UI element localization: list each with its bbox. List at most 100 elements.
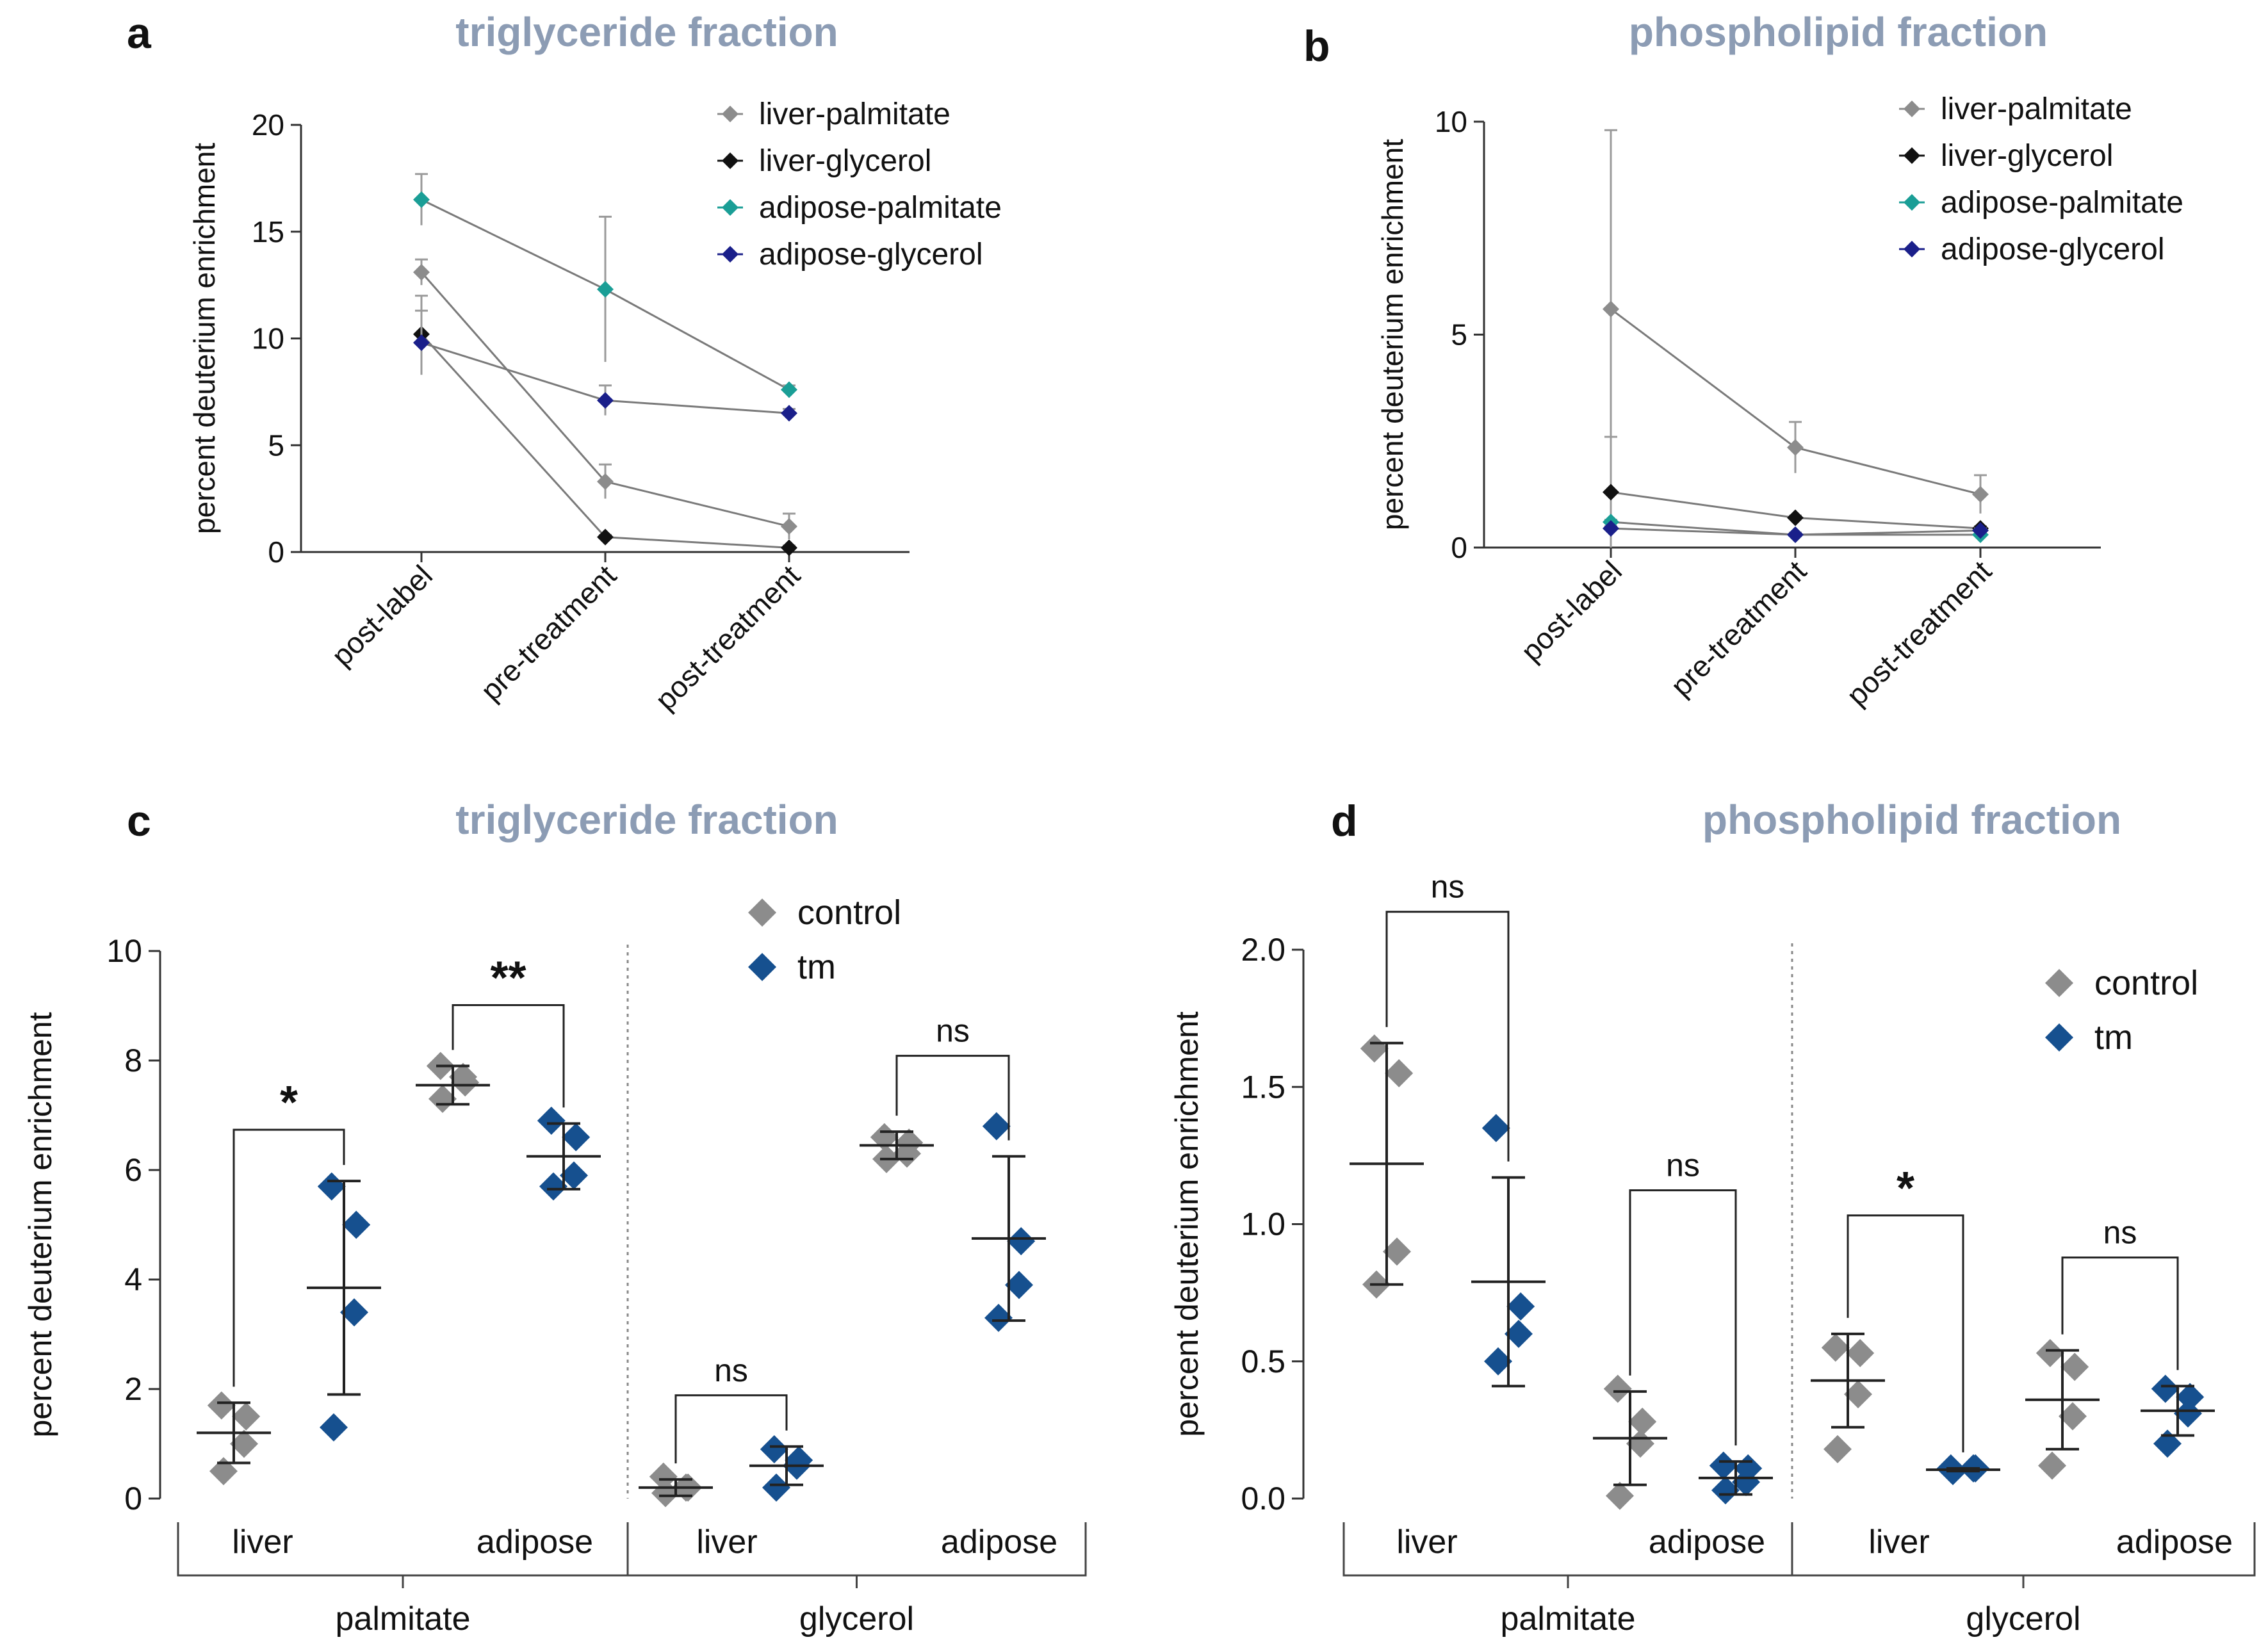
chart-title: phospholipid fraction: [1629, 9, 2048, 55]
y-axis-label: percent deuterium enrichment: [1169, 1011, 1205, 1436]
series-line-liver-glycerol: [420, 333, 790, 549]
tm-point: [984, 1303, 1013, 1332]
tm-point: [1007, 1227, 1036, 1256]
data-point-adipose-glycerol: [781, 405, 797, 422]
tm-point: [560, 1161, 588, 1190]
tm-point: [1484, 1347, 1512, 1376]
control-point: [1844, 1380, 1872, 1409]
panel-letter-b: b: [1303, 22, 1330, 70]
control-point: [2059, 1402, 2087, 1431]
legend-marker: [2045, 969, 2073, 997]
data-point-liver-palmitate: [1603, 300, 1619, 318]
y-axis-label: percent deuterium enrichment: [188, 143, 221, 534]
control-point: [2038, 1451, 2066, 1480]
significance-label: ns: [936, 1013, 970, 1049]
legend-marker: [748, 953, 776, 981]
legend-marker: [722, 106, 738, 122]
chart-title: phospholipid fraction: [1702, 797, 2121, 843]
control-point: [232, 1402, 261, 1431]
control-point: [428, 1084, 457, 1113]
control-point: [1603, 1374, 1632, 1403]
control-point: [1385, 1059, 1414, 1087]
group-palmitate-adipose: ** adipose: [416, 953, 601, 1561]
data-point-liver-palmitate: [1972, 485, 1989, 503]
control-point: [1823, 1435, 1852, 1463]
group-glycerol-adipose: ns adipose: [860, 1013, 1057, 1561]
y-tick-label: 15: [252, 215, 284, 248]
panel-letter-c: c: [127, 797, 151, 845]
tm-point: [1711, 1476, 1740, 1505]
data-point-liver-glycerol: [597, 528, 614, 546]
substrate-label: palmitate: [1501, 1600, 1636, 1638]
tm-point: [982, 1112, 1011, 1141]
tm-point: [1481, 1114, 1510, 1142]
tm-point: [562, 1123, 591, 1151]
significance-label: **: [490, 953, 526, 1004]
data-point-adipose-glycerol: [597, 392, 614, 409]
panel-letter-d: d: [1331, 797, 1358, 845]
significance-label: ns: [2103, 1215, 2137, 1251]
x-tick-label: post-treatment: [649, 558, 807, 717]
y-tick-label: 0: [1451, 531, 1467, 564]
tm-point: [320, 1413, 348, 1442]
x-tick-label: pre-treatment: [1664, 554, 1813, 703]
legend-label: adipose-glycerol: [759, 238, 983, 272]
legend-marker: [722, 246, 738, 263]
y-tick-label: 5: [268, 428, 284, 462]
legend-label: adipose-glycerol: [1941, 232, 2165, 266]
tm-point: [340, 1298, 368, 1327]
data-point-adipose-glycerol: [1603, 520, 1619, 537]
legend-label: control: [2094, 964, 2198, 1002]
tissue-label: adipose: [2116, 1524, 2233, 1561]
significance-label: ns: [1431, 869, 1465, 905]
substrate-label: glycerol: [1966, 1600, 2080, 1638]
tm-point: [762, 1473, 790, 1502]
y-tick-label: 6: [124, 1152, 142, 1188]
group-palmitate-liver: * liver: [197, 1077, 381, 1561]
y-tick-label: 2.0: [1241, 932, 1285, 968]
y-tick-label: 4: [124, 1262, 142, 1297]
legend-marker: [1904, 194, 1920, 211]
tm-point: [760, 1435, 788, 1464]
y-tick-label: 20: [252, 108, 284, 142]
y-tick-label: 10: [1435, 105, 1467, 138]
y-tick-label: 10: [252, 322, 284, 355]
tissue-label: liver: [1868, 1524, 1929, 1561]
data-point-adipose-palmitate: [781, 381, 797, 398]
data-point-liver-glycerol: [1603, 484, 1619, 501]
legend-marker: [722, 152, 738, 169]
data-point-liver-palmitate: [781, 517, 797, 535]
tm-point: [1005, 1271, 1033, 1299]
control-point: [2060, 1353, 2089, 1381]
data-point-liver-palmitate: [1787, 439, 1804, 456]
legend-label: liver-palmitate: [759, 97, 950, 131]
data-point-liver-glycerol: [781, 539, 797, 557]
control-point: [207, 1391, 236, 1420]
panel-letter-a: a: [127, 9, 152, 58]
y-tick-label: 0: [124, 1481, 142, 1516]
legend-label: tm: [797, 948, 836, 986]
legend-marker: [748, 898, 776, 927]
legend-marker: [1904, 241, 1920, 257]
y-axis-label: percent deuterium enrichment: [22, 1012, 58, 1437]
significance-label: *: [280, 1077, 298, 1128]
control-point: [2035, 1338, 2064, 1367]
legend-marker: [2045, 1023, 2073, 1052]
panel-a-line-chart: triglyceride fraction 0 5 10 15 20 percent deu…: [188, 9, 1002, 717]
control-point: [230, 1429, 258, 1458]
data-point-liver-palmitate: [597, 473, 614, 490]
chart-title: triglyceride fraction: [455, 9, 838, 55]
y-tick-label: 2: [124, 1371, 142, 1407]
legend-marker: [1904, 147, 1920, 164]
tm-point: [2174, 1399, 2202, 1428]
control-point: [1626, 1429, 1654, 1458]
tm-point: [537, 1107, 566, 1135]
tissue-label: liver: [696, 1524, 757, 1561]
substrate-label: glycerol: [799, 1600, 914, 1638]
tm-point: [317, 1172, 346, 1201]
significance-bracket: [1629, 1189, 1737, 1446]
significance-bracket: [895, 1055, 1010, 1141]
control-point: [1628, 1408, 1657, 1436]
control-point: [649, 1462, 678, 1491]
